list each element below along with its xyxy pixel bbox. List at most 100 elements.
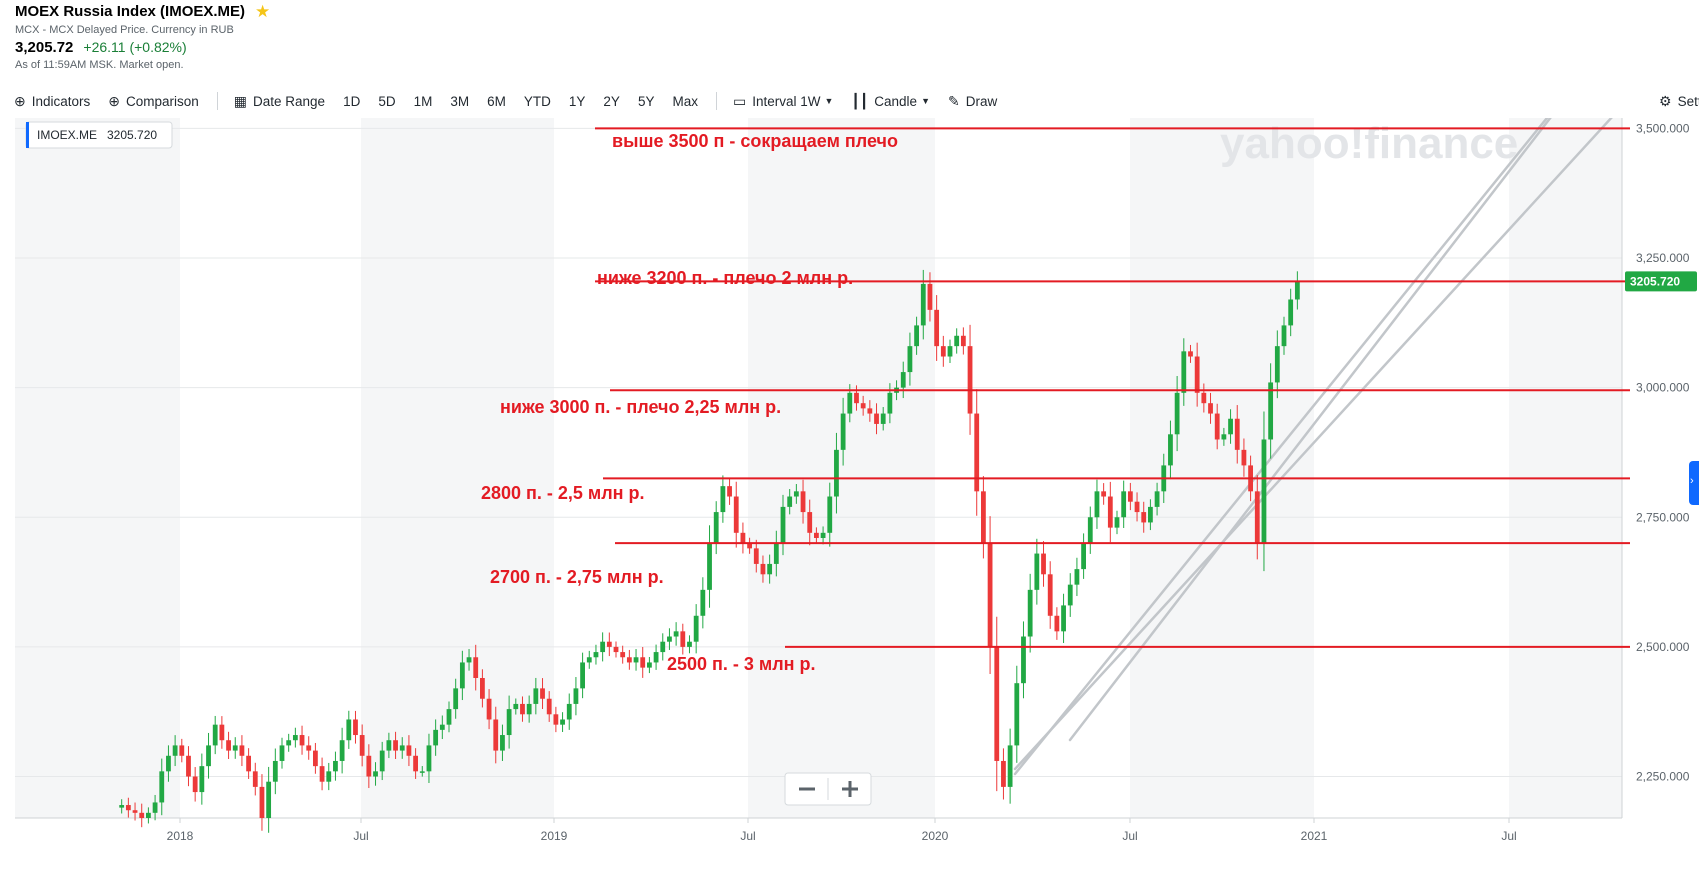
candle-down (1141, 501, 1147, 533)
candle-body (1194, 356, 1200, 393)
range-6m[interactable]: 6M (487, 93, 506, 109)
candle-down (246, 748, 251, 779)
candle-body (533, 688, 539, 704)
candle-up (166, 745, 171, 782)
candle-down (413, 748, 418, 779)
range-5y[interactable]: 5Y (637, 93, 655, 109)
candle-down (406, 735, 412, 767)
interval-button[interactable]: ▭ Interval 1W ▼ (733, 93, 833, 110)
candle-body (814, 532, 819, 538)
candle-up (1181, 338, 1187, 406)
candle-body (566, 703, 572, 720)
toolbar-divider (216, 92, 218, 110)
candle-up (446, 701, 452, 733)
pencil-icon: ✎ (947, 92, 960, 109)
candle-up (900, 361, 906, 399)
candle-up (286, 733, 292, 752)
candle-up (433, 719, 439, 756)
candle-body (406, 745, 412, 756)
candle-up (947, 339, 953, 364)
candle-up (1067, 573, 1073, 617)
candle-body (987, 543, 993, 647)
candle-body (1294, 281, 1300, 300)
candle-up (907, 332, 913, 386)
as-of-time: As of 11:59AM MSK. Market open. (15, 59, 184, 71)
range-ytd[interactable]: YTD (523, 93, 551, 109)
candle-body (1081, 543, 1086, 570)
range-1m[interactable]: 1M (413, 93, 433, 109)
range-2y[interactable]: 2Y (603, 93, 620, 109)
candle-up (206, 732, 211, 779)
comparison-button[interactable]: ⊕ Comparison (108, 93, 199, 110)
range-1d[interactable]: 1D (343, 93, 361, 109)
candle-body (500, 735, 505, 751)
candle-up (459, 650, 465, 701)
candle-up (379, 741, 385, 781)
candle-body (486, 698, 492, 720)
candle-up (700, 577, 706, 629)
candle-body (459, 662, 465, 689)
candle-body (152, 802, 158, 813)
candle-up (840, 397, 846, 466)
candle-body (426, 745, 432, 772)
candle-body (954, 335, 960, 347)
candlestick-chart[interactable]: yahoo!finance выше 3500 п - сокращаем пл… (0, 118, 1699, 875)
level-annotation: 2700 п. - 2,75 млн р. (490, 567, 664, 587)
candle-body (720, 486, 726, 513)
candle-body (854, 392, 859, 404)
candle-down (520, 696, 525, 722)
candle-body (767, 563, 773, 575)
candle-down (1107, 481, 1113, 543)
candle-up (159, 758, 165, 816)
candle-body (593, 652, 599, 658)
candle-body (1061, 605, 1066, 632)
candle-body (747, 543, 752, 549)
candle-up (533, 677, 539, 715)
candle-up (647, 657, 652, 674)
star-icon[interactable]: ★ (255, 1, 271, 21)
date-range-label: Date Range (253, 93, 326, 109)
level-annotation: выше 3500 п - сокращаем плечо (612, 131, 898, 151)
range-3m[interactable]: 3M (450, 93, 470, 109)
zoom-out-button[interactable] (786, 774, 827, 804)
candle-body (773, 543, 779, 564)
interval-label: Interval (752, 93, 797, 109)
candle-body (874, 413, 879, 424)
candle-up (820, 526, 826, 545)
candle-body (787, 496, 793, 507)
current-price: 3,205.72 (15, 39, 74, 56)
candle-body (626, 657, 632, 663)
candle-up (593, 644, 599, 665)
candle-up (773, 530, 779, 577)
candle-body (239, 745, 245, 756)
candle-body (1148, 506, 1153, 523)
candle-up (346, 710, 352, 749)
candle-body (493, 719, 499, 751)
candle-up (1114, 510, 1120, 535)
candle-down (620, 645, 626, 664)
zoom-in-button[interactable] (829, 774, 870, 804)
draw-button[interactable]: ✎ Draw (948, 93, 997, 110)
y-tick-label: 3,500.000 (1636, 121, 1690, 135)
settings-button[interactable]: ⚙ Setti (1659, 93, 1699, 110)
gear-icon: ⚙ (1659, 92, 1672, 109)
range-max[interactable]: Max (672, 93, 698, 109)
candle-up (292, 727, 298, 748)
range-1y[interactable]: 1Y (568, 93, 586, 109)
chart-type-button[interactable]: ┃┃ Candle ▼ (851, 93, 930, 110)
candle-body (1208, 403, 1213, 414)
candle-body (834, 449, 839, 497)
range-5d[interactable]: 5D (378, 93, 396, 109)
candle-up (333, 751, 338, 781)
candle-body (419, 771, 425, 773)
candle-up (1228, 409, 1233, 444)
candle-body (1114, 517, 1120, 528)
candle-up (232, 737, 238, 759)
indicators-button[interactable]: ⊕ Indicators (14, 93, 90, 110)
candle-down (226, 731, 231, 759)
candle-body (326, 771, 332, 782)
candle-down (760, 555, 766, 583)
chevron-right-icon: › (1690, 475, 1694, 487)
date-range-button[interactable]: ▦ Date Range (234, 93, 325, 110)
expand-panel-button[interactable]: › (1689, 461, 1699, 505)
